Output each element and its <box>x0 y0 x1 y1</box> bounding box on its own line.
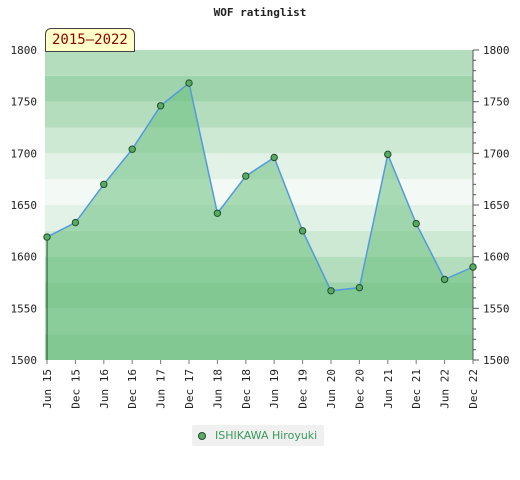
x-axis-labels: Jun 15 Dec 15 Jun 16 Dec 16 Jun 17 Dec 17 Jun … <box>41 369 480 409</box>
x-tick-label: Jun 17 <box>155 369 168 409</box>
chart-title: WOF ratinglist <box>213 6 307 19</box>
data-point <box>298 227 307 235</box>
data-point <box>270 153 278 162</box>
y-tick-label-left: 1750 <box>11 96 38 109</box>
legend-label: ISHIKAWA Hiroyuki <box>215 429 318 442</box>
x-tick-label: Dec 15 <box>69 369 82 409</box>
x-tick-label: Dec 19 <box>297 369 310 409</box>
data-point <box>128 145 136 153</box>
x-tick-label: Dec 17 <box>183 369 196 409</box>
rating-line-path <box>46 81 474 292</box>
y-tick-label-right: 1600 <box>483 251 510 264</box>
background-band <box>45 75 473 102</box>
x-tick-label: Jun 16 <box>98 369 111 409</box>
x-tick-label: Dec 21 <box>410 369 423 409</box>
y-tick-label-right: 1550 <box>483 302 510 315</box>
y-tick-label-left: 1800 <box>11 44 38 57</box>
legend[interactable]: ISHIKAWA Hiroyuki <box>192 425 325 446</box>
x-tick-label: Jun 21 <box>382 369 395 409</box>
y-tick-label-right: 1650 <box>483 199 510 212</box>
data-point <box>185 79 193 87</box>
x-tick-label: Jun 22 <box>439 369 452 409</box>
y-tick-label-right: 1500 <box>483 354 510 367</box>
background-band <box>45 127 473 154</box>
data-point <box>384 150 392 159</box>
data-point <box>213 209 222 217</box>
y-axis-left-labels: 1500 1550 1600 1650 1700 1750 1800 <box>11 44 38 367</box>
data-point <box>43 233 51 241</box>
data-point <box>242 172 250 180</box>
y-axis-right-labels: 1500 1550 1600 1650 1700 1750 1800 <box>483 44 510 367</box>
rating-area <box>47 83 473 361</box>
legend-marker-icon <box>198 431 206 440</box>
axes <box>46 49 479 364</box>
x-tick-label: Dec 18 <box>240 369 253 409</box>
x-tick-label: Jun 19 <box>268 369 281 409</box>
x-tick-label: Jun 18 <box>211 369 224 409</box>
x-tick-label: Jun 15 <box>41 369 54 409</box>
data-point <box>100 180 108 189</box>
data-point <box>412 219 420 228</box>
data-points <box>43 79 477 295</box>
x-tick-label: Dec 16 <box>126 369 139 409</box>
x-tick-label: Jun 20 <box>325 369 338 409</box>
background-band <box>45 50 473 76</box>
data-point <box>156 102 165 110</box>
background-band <box>45 101 473 128</box>
y-tick-label-right: 1700 <box>483 147 510 160</box>
y-tick-label-left: 1600 <box>11 251 38 264</box>
y-tick-label-right: 1800 <box>483 44 510 57</box>
x-tick-label: Dec 22 <box>467 369 480 409</box>
rating-line <box>46 81 474 292</box>
rating-area-fill <box>47 83 473 361</box>
y-tick-label-left: 1700 <box>11 147 38 160</box>
y-tick-label-left: 1650 <box>11 199 38 212</box>
data-point <box>71 218 80 227</box>
y-tick-label-left: 1500 <box>11 354 38 367</box>
data-point <box>469 263 477 271</box>
y-tick-label-left: 1550 <box>11 302 38 315</box>
period-badge: 2015–2022 <box>45 28 135 52</box>
y-tick-label-right: 1750 <box>483 96 510 109</box>
data-point <box>440 275 449 284</box>
data-point <box>327 287 335 295</box>
x-tick-label: Dec 20 <box>353 369 366 409</box>
data-point <box>355 283 364 292</box>
